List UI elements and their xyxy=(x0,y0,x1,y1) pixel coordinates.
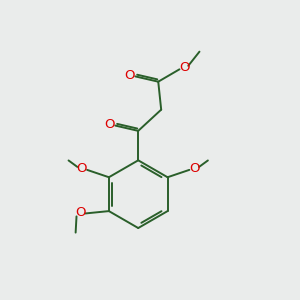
Text: O: O xyxy=(75,206,85,219)
Text: O: O xyxy=(105,118,115,131)
Text: O: O xyxy=(179,61,190,74)
Text: O: O xyxy=(76,162,87,175)
Text: O: O xyxy=(125,69,135,82)
Text: O: O xyxy=(189,162,200,175)
